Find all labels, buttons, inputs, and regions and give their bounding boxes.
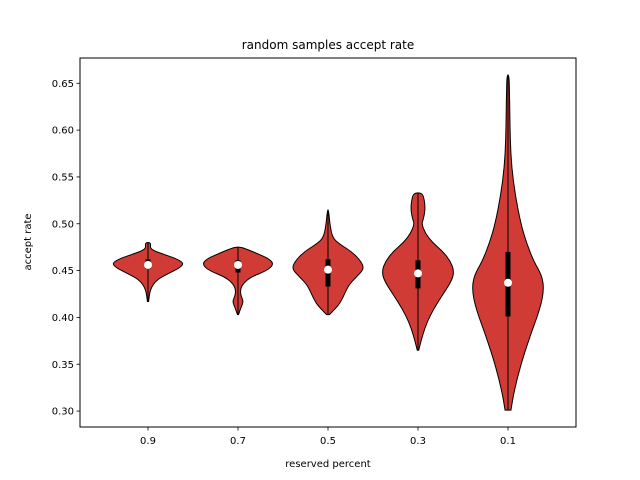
violin-median-dot [144, 260, 152, 269]
y-tick-label: 0.35 [52, 360, 74, 371]
y-tick-label: 0.40 [52, 313, 74, 324]
y-tick-label: 0.60 [52, 126, 74, 137]
x-tick-label: 0.5 [320, 436, 336, 447]
chart-title: random samples accept rate [242, 38, 415, 52]
violin-median-dot [504, 278, 512, 287]
x-axis: 0.9 0.7 0.5 0.3 0.1 [140, 427, 516, 447]
y-axis: 0.30 0.35 0.40 0.45 0.50 0.55 0.60 0.65 [52, 79, 80, 418]
violin-median-dot [414, 269, 422, 278]
x-tick-label: 0.1 [500, 436, 516, 447]
violin-median-dot [234, 260, 242, 269]
x-tick-label: 0.7 [230, 436, 246, 447]
y-axis-label: accept rate [23, 213, 34, 270]
x-axis-label: reserved percent [285, 459, 370, 470]
violins-layer [112, 74, 544, 411]
x-tick-label: 0.9 [140, 436, 156, 447]
y-tick-label: 0.45 [52, 266, 74, 277]
y-tick-label: 0.65 [52, 79, 74, 90]
x-tick-label: 0.3 [410, 436, 426, 447]
y-tick-label: 0.50 [52, 219, 74, 230]
y-tick-label: 0.55 [52, 172, 74, 183]
y-tick-label: 0.30 [52, 407, 74, 418]
plot-frame [79, 57, 577, 428]
violin-median-dot [324, 265, 332, 274]
